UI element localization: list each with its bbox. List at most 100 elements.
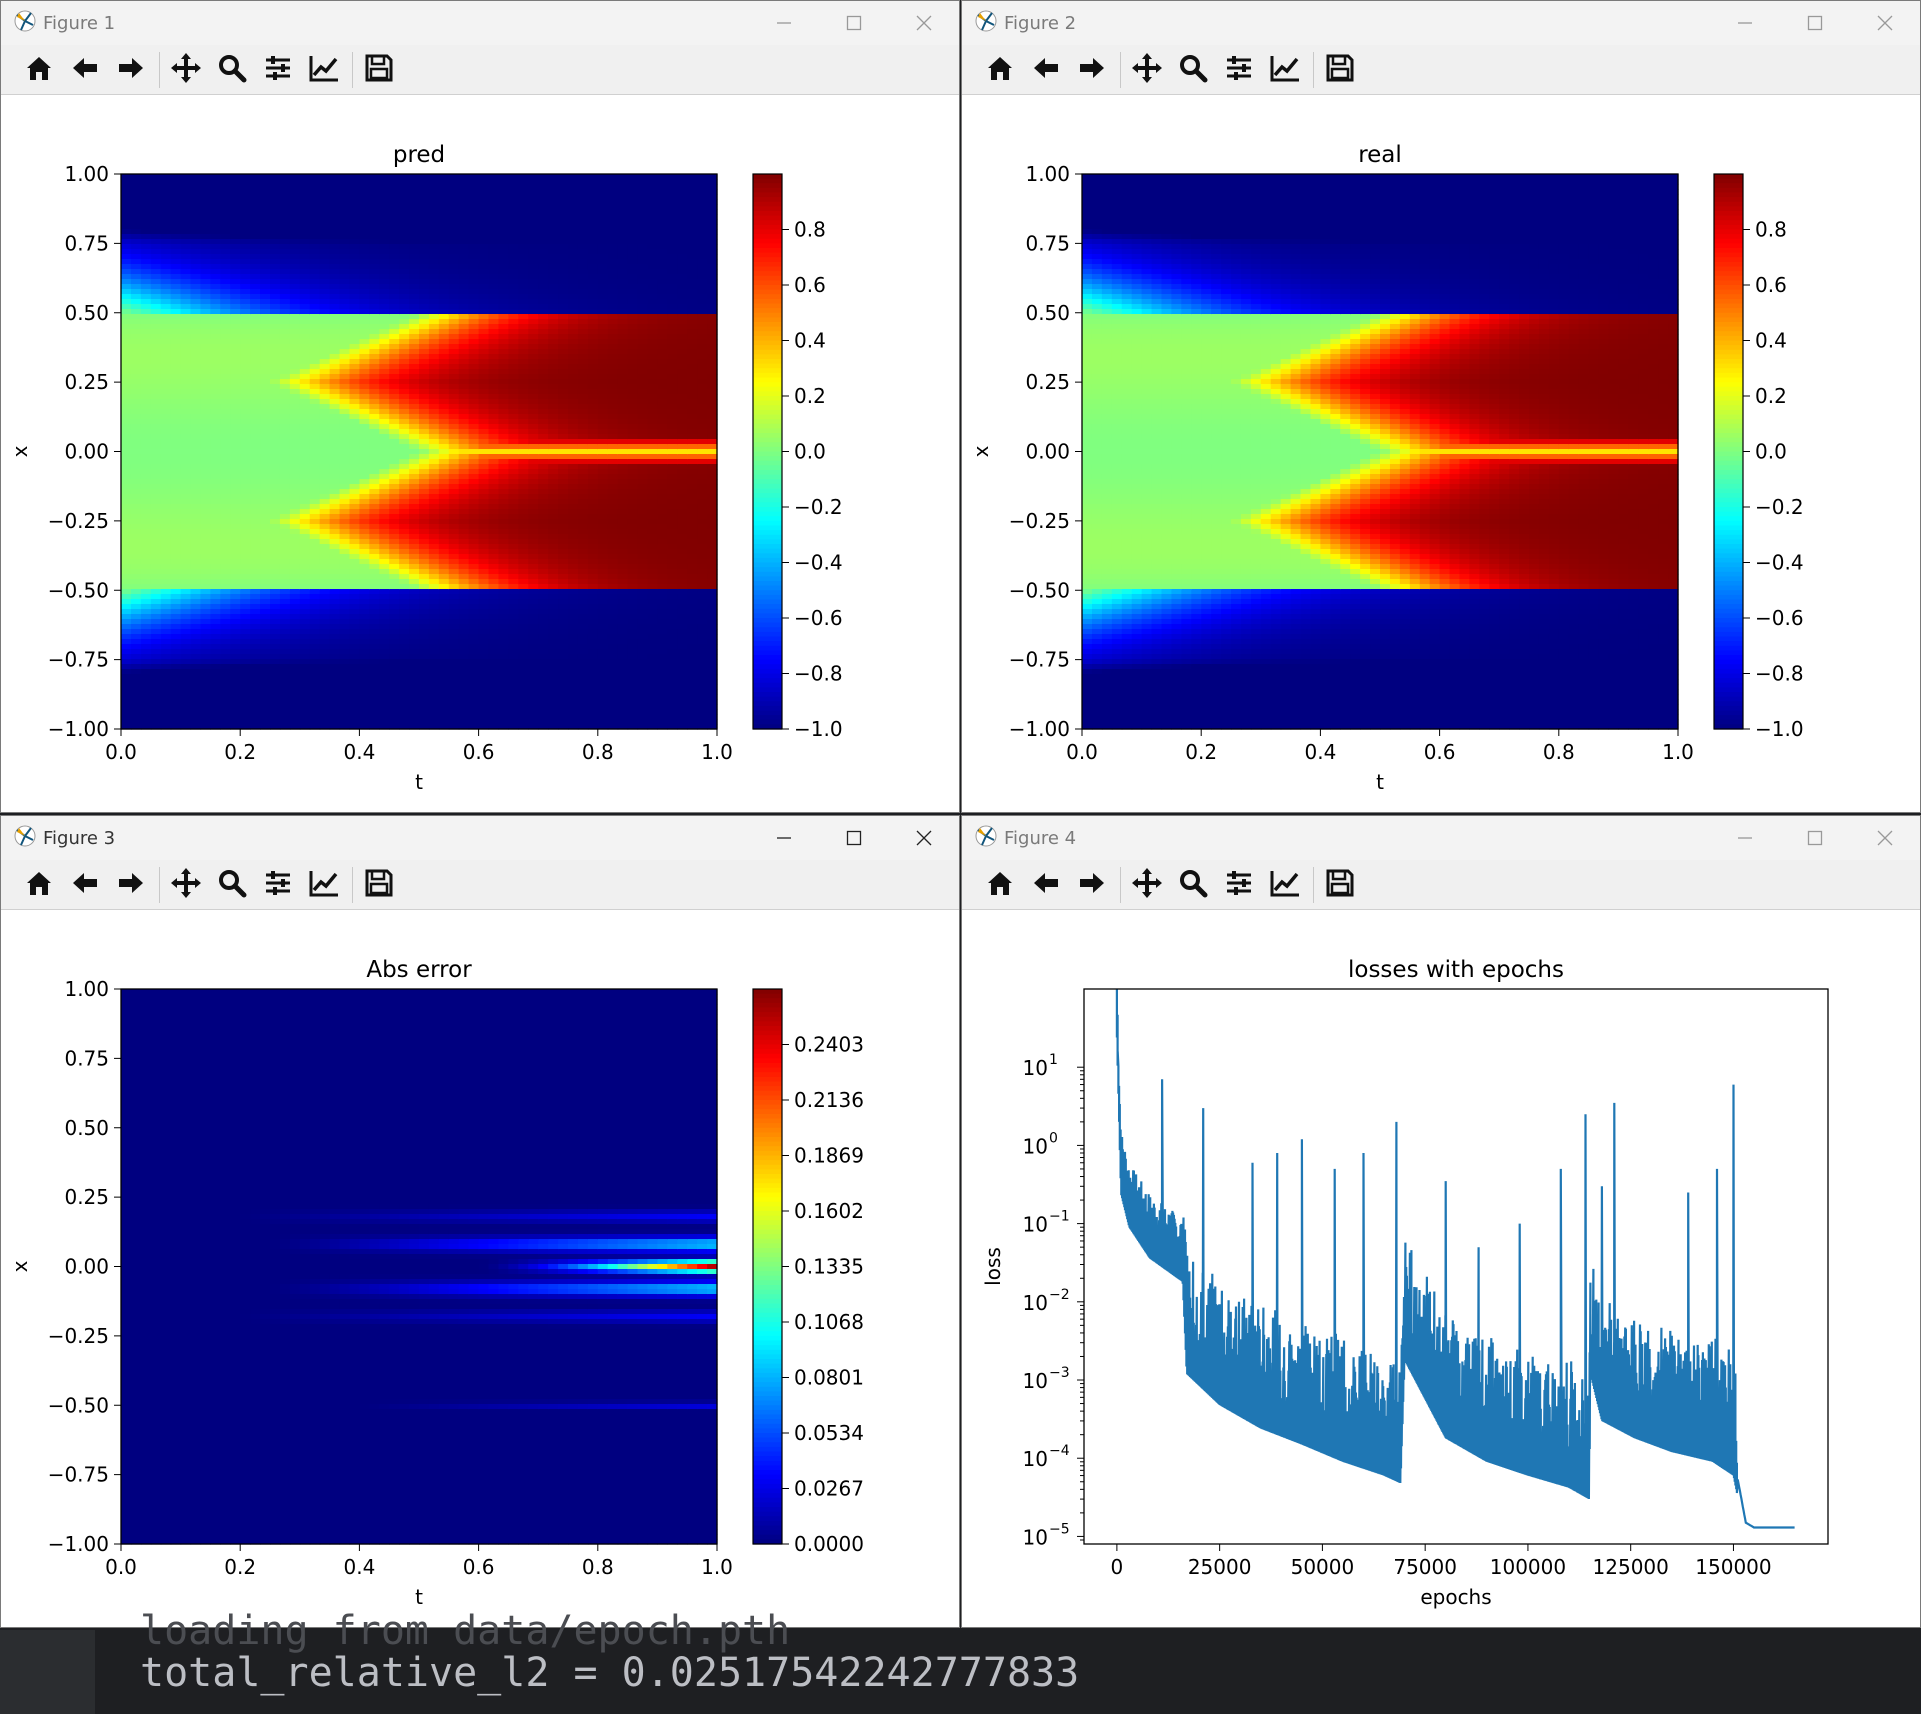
- minimize-button[interactable]: [1710, 1, 1780, 45]
- colorbar-tick-label: 0.0: [1755, 440, 1787, 464]
- minimize-button[interactable]: [749, 1, 819, 45]
- y-tick-exponent: −1: [1049, 1209, 1070, 1225]
- title-bar[interactable]: Figure 4: [962, 816, 1920, 860]
- configure-subplots-button[interactable]: [260, 52, 296, 88]
- back-button[interactable]: [1028, 867, 1064, 903]
- window-title: Figure 4: [1004, 828, 1076, 849]
- save-icon: [1325, 868, 1355, 902]
- x-tick-label: 0.2: [224, 1555, 256, 1579]
- zoom-button[interactable]: [1175, 52, 1211, 88]
- x-axis-label: t: [415, 770, 423, 794]
- close-button[interactable]: [1850, 816, 1920, 860]
- pan-button[interactable]: [1129, 52, 1165, 88]
- y-tick-label: −0.75: [1009, 648, 1070, 672]
- back-button[interactable]: [1028, 52, 1064, 88]
- colorbar-tick-label: 0.2: [1755, 384, 1787, 408]
- plot-title: pred: [393, 142, 445, 168]
- configure-subplots-button[interactable]: [260, 867, 296, 903]
- close-button[interactable]: [1850, 1, 1920, 45]
- back-button[interactable]: [67, 52, 103, 88]
- maximize-button[interactable]: [819, 816, 889, 860]
- edit-axis-button[interactable]: [1267, 52, 1303, 88]
- configure-subplots-button[interactable]: [1221, 867, 1257, 903]
- figure-window-3[interactable]: Figure 3 Abs error t x 0.0 0.2 0.4 0.6 0.8 1.0 1.0…: [0, 815, 960, 1628]
- home-button[interactable]: [21, 52, 57, 88]
- zoom-button[interactable]: [1175, 867, 1211, 903]
- save-button[interactable]: [1322, 867, 1358, 903]
- title-bar[interactable]: Figure 3: [1, 816, 959, 860]
- pan-button[interactable]: [1129, 867, 1165, 903]
- x-tick-label: 1.0: [1662, 740, 1694, 764]
- y-tick-label: 0.00: [64, 1255, 109, 1279]
- forward-button[interactable]: [113, 52, 149, 88]
- close-button[interactable]: [889, 1, 959, 45]
- back-button[interactable]: [67, 867, 103, 903]
- home-icon: [24, 868, 54, 902]
- x-tick-label: 0.6: [1424, 740, 1456, 764]
- heatmap-image: [121, 174, 718, 730]
- console-output-line: total_relative_l2 = 0.02517542242777833: [140, 1650, 1079, 1696]
- home-button[interactable]: [21, 867, 57, 903]
- loss-series-line: [1115, 989, 1795, 1529]
- y-tick-label: −1.00: [48, 717, 109, 741]
- zoom-icon: [1178, 53, 1208, 87]
- navigation-toolbar: [1, 45, 959, 95]
- y-tick-label: −1.00: [48, 1532, 109, 1556]
- home-button[interactable]: [982, 867, 1018, 903]
- close-button[interactable]: [889, 816, 959, 860]
- maximize-button[interactable]: [819, 1, 889, 45]
- title-bar[interactable]: Figure 2: [962, 1, 1920, 45]
- title-bar[interactable]: Figure 1: [1, 1, 959, 45]
- navigation-toolbar: [962, 45, 1920, 95]
- maximize-button[interactable]: [1780, 816, 1850, 860]
- figure-window-4[interactable]: Figure 4 losses with epochs epochs loss 0 250…: [961, 815, 1921, 1628]
- zoom-icon: [1178, 868, 1208, 902]
- home-button[interactable]: [982, 52, 1018, 88]
- x-tick-label: 0.2: [1185, 740, 1217, 764]
- toolbar-separator: [159, 866, 160, 903]
- edit-axis-button[interactable]: [306, 867, 342, 903]
- minimize-button[interactable]: [749, 816, 819, 860]
- zoom-button[interactable]: [214, 52, 250, 88]
- colorbar-tick-label: 0.0000: [794, 1532, 864, 1556]
- forward-button[interactable]: [113, 867, 149, 903]
- save-button[interactable]: [361, 867, 397, 903]
- edit-axis-icon: [308, 868, 340, 902]
- forward-icon: [116, 53, 146, 87]
- plot-canvas[interactable]: losses with epochs epochs loss 0 25000 50000 7…: [962, 911, 1920, 1627]
- colorbar-tick-label: −0.6: [1755, 606, 1804, 630]
- x-tick-label: 0: [1111, 1555, 1124, 1579]
- pan-button[interactable]: [168, 52, 204, 88]
- figure-window-1[interactable]: Figure 1 pred t x 0.0 0.2 0.4 0.6 0.8 1.0 1.00 0.75…: [0, 0, 960, 813]
- forward-icon: [1077, 868, 1107, 902]
- figure-window-2[interactable]: Figure 2 real t x 0.0 0.2 0.4 0.6 0.8 1.0 1.00 0.75…: [961, 0, 1921, 813]
- forward-button[interactable]: [1074, 867, 1110, 903]
- pan-icon: [170, 52, 202, 88]
- home-icon: [985, 868, 1015, 902]
- plot-canvas[interactable]: pred t x 0.0 0.2 0.4 0.6 0.8 1.0 1.00 0.75 0.50 0.25…: [1, 96, 959, 812]
- colorbar-tick-label: −0.8: [794, 662, 843, 686]
- plot-canvas[interactable]: real t x 0.0 0.2 0.4 0.6 0.8 1.0 1.00 0.75 0.50 0.25…: [962, 96, 1920, 812]
- forward-button[interactable]: [1074, 52, 1110, 88]
- edit-axis-button[interactable]: [306, 52, 342, 88]
- y-tick-exponent: −5: [1049, 1521, 1070, 1537]
- edit-axis-button[interactable]: [1267, 867, 1303, 903]
- save-button[interactable]: [361, 52, 397, 88]
- configure-subplots-icon: [263, 868, 293, 902]
- figure-svg: losses with epochs epochs loss 0 25000 50000 7…: [962, 911, 1920, 1627]
- zoom-button[interactable]: [214, 867, 250, 903]
- figure-background: [962, 911, 1920, 1627]
- configure-subplots-button[interactable]: [1221, 52, 1257, 88]
- colorbar-tick-label: 0.0534: [794, 1421, 864, 1445]
- y-tick-exponent: 1: [1049, 1052, 1058, 1068]
- maximize-button[interactable]: [1780, 1, 1850, 45]
- y-tick-label: 0.00: [1025, 440, 1070, 464]
- minimize-button[interactable]: [1710, 816, 1780, 860]
- x-tick-label: 50000: [1291, 1555, 1355, 1579]
- colorbar-tick-label: −1.0: [1755, 717, 1804, 741]
- plot-canvas[interactable]: Abs error t x 0.0 0.2 0.4 0.6 0.8 1.0 1.00 0.75 0.5…: [1, 911, 959, 1627]
- save-button[interactable]: [1322, 52, 1358, 88]
- plot-title: Abs error: [366, 957, 472, 983]
- pan-button[interactable]: [168, 867, 204, 903]
- y-tick-label: 0.25: [64, 1185, 109, 1209]
